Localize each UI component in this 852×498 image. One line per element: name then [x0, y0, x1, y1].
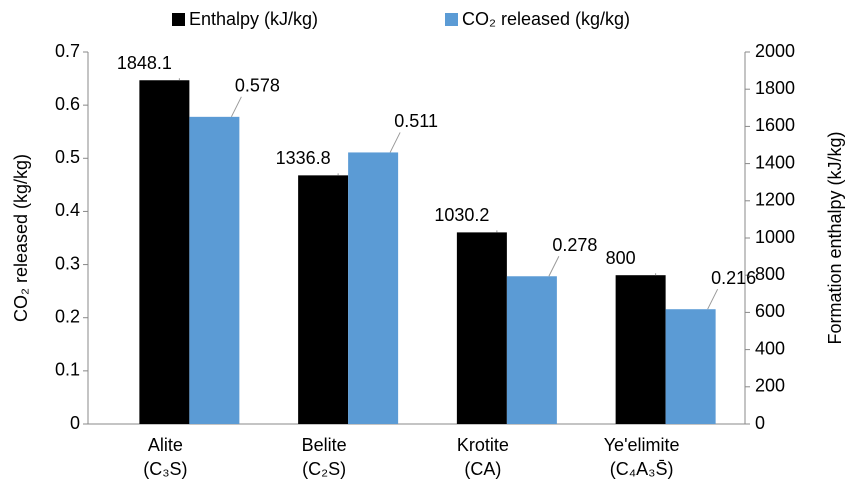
data-label: 1848.1: [117, 53, 172, 73]
y-tick-label: 0.6: [55, 94, 80, 114]
bar: [348, 152, 399, 424]
x-tick-label: Alite: [148, 435, 183, 455]
y-tick-label: 0.5: [55, 147, 80, 167]
data-label: 0.216: [711, 268, 756, 288]
data-label: 800: [606, 248, 636, 268]
x-tick-label: Ye'elimite: [604, 435, 680, 455]
y2-tick-label: 1400: [755, 152, 795, 172]
y2-tick-label: 400: [755, 338, 785, 358]
bar: [298, 175, 349, 424]
bar: [189, 116, 240, 424]
y-axis-title: CO₂ released (kg/kg): [11, 154, 31, 322]
y2-tick-label: 0: [755, 413, 765, 433]
y-tick-label: 0.7: [55, 41, 80, 61]
legend-swatch: [172, 13, 185, 26]
data-label: 1030.2: [434, 205, 489, 225]
y-tick-label: 0.3: [55, 253, 80, 273]
y2-tick-label: 200: [755, 376, 785, 396]
label-leader: [707, 288, 719, 310]
y-tick-label: 0: [70, 413, 80, 433]
bar: [506, 276, 557, 424]
legend-swatch: [445, 13, 458, 26]
y-tick-label: 0.4: [55, 200, 80, 220]
y-tick-label: 0.2: [55, 306, 80, 326]
y2-tick-label: 1000: [755, 227, 795, 247]
label-leader: [389, 132, 401, 153]
legend-label: CO₂ released (kg/kg): [462, 9, 630, 29]
y2-tick-label: 1600: [755, 115, 795, 135]
data-label: 0.511: [394, 111, 438, 131]
y2-tick-label: 2000: [755, 41, 795, 61]
x-tick-label: (C₃S): [143, 459, 187, 479]
data-label: 1336.8: [276, 148, 331, 168]
data-label: 0.278: [552, 235, 597, 255]
bar: [615, 275, 666, 424]
bar: [139, 80, 190, 424]
bar: [456, 232, 507, 424]
label-leader: [548, 256, 560, 277]
y2-tick-label: 1800: [755, 78, 795, 98]
x-tick-label: Belite: [302, 435, 347, 455]
y2-tick-label: 800: [755, 264, 785, 284]
bar: [665, 309, 716, 424]
y2-axis-title: Formation enthalpy (kJ/kg): [825, 131, 845, 344]
y2-tick-label: 1200: [755, 190, 795, 210]
data-label: 0.578: [235, 76, 280, 96]
x-tick-label: (C₄A₃S̄): [610, 459, 674, 479]
y-tick-label: 0.1: [55, 360, 80, 380]
y2-tick-label: 600: [755, 301, 785, 321]
x-tick-label: (CA): [464, 459, 501, 479]
x-tick-label: (C₂S): [302, 459, 346, 479]
legend-label: Enthalpy (kJ/kg): [189, 9, 318, 29]
x-tick-label: Krotite: [457, 435, 509, 455]
label-leader: [230, 96, 242, 118]
